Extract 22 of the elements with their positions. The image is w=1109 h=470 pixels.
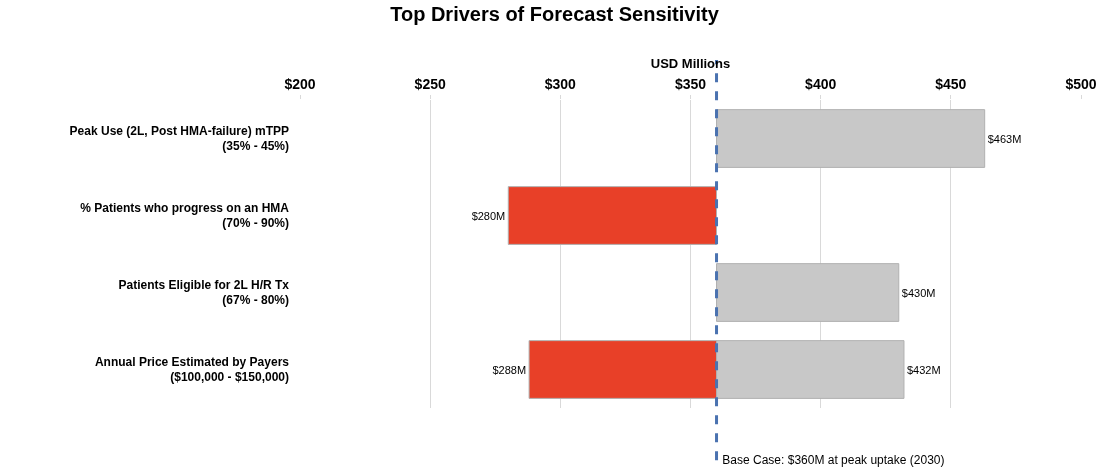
- y-tick-label: Peak Use (2L, Post HMA-failure) mTPP (35% - 45%): [69, 123, 289, 154]
- data-label: $432M: [906, 363, 941, 376]
- y-tick-label: % Patients who progress on an HMA (70% - 90%): [80, 200, 290, 231]
- data-label: $288M: [492, 363, 527, 376]
- bar: [507, 186, 718, 245]
- bar: [716, 263, 900, 322]
- y-tick-label: Patients Eligible for 2L H/R Tx (67% - 80%): [118, 277, 290, 308]
- x-tick-label: $200: [284, 76, 316, 93]
- x-tick-label: $450: [935, 76, 967, 93]
- data-label: $280M: [471, 209, 506, 222]
- data-label: $463M: [987, 132, 1022, 145]
- ref-line-label: Base Case: $360M at peak uptake (2030): [719, 453, 945, 467]
- data-label: $430M: [901, 286, 936, 299]
- x-tick-label: $250: [414, 76, 446, 93]
- y-tick-label: Annual Price Estimated by Payers ($100,000 - $150,000): [94, 354, 290, 385]
- x-axis-title: USD Millions: [650, 56, 731, 72]
- x-tick-label: $500: [1065, 76, 1097, 93]
- x-tick-label: $300: [544, 76, 577, 93]
- bar: [716, 109, 986, 168]
- x-tick-label: $400: [805, 76, 837, 93]
- x-tick-label: $350: [674, 76, 707, 93]
- chart-title: Top Drivers of Forecast Sensitivity: [390, 3, 720, 26]
